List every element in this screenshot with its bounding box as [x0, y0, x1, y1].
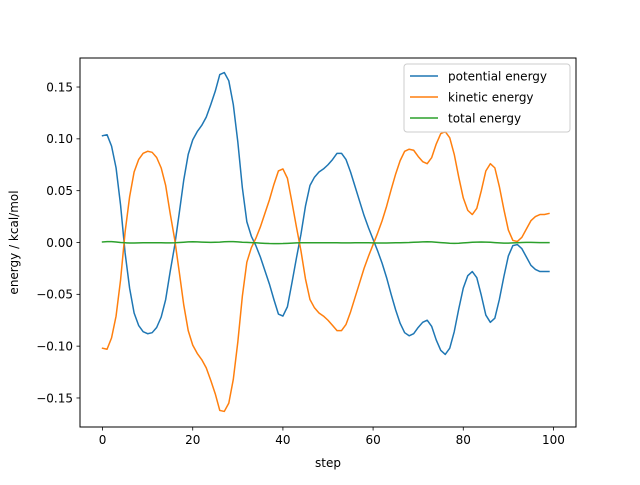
series-line-0	[101, 71, 550, 356]
x-axis-label: step	[315, 456, 341, 470]
legend-entry-0: potential energy	[448, 69, 547, 83]
y-tick-label-6: 0.15	[46, 80, 73, 94]
legend-box	[403, 63, 571, 133]
y-tick-label-0: −0.15	[36, 391, 73, 405]
x-tick-label-3: 60	[365, 433, 380, 447]
x-tick-label-4: 80	[456, 433, 471, 447]
series-line-1	[101, 130, 550, 413]
ticks-layer: 0 20 40 60 80 100 −0.15 −0.10 −0.05 0.00 0.05 0.10 0…	[36, 80, 565, 447]
y-tick-label-2: −0.05	[36, 288, 73, 302]
y-tick-label-1: −0.10	[36, 339, 73, 353]
y-tick-label-5: 0.10	[46, 132, 73, 146]
y-tick-label-3: 0.00	[46, 236, 73, 250]
legend-entry-2: total energy	[448, 111, 521, 125]
x-tick-label-5: 100	[542, 433, 565, 447]
legend: potential energy kinetic energy total ener…	[403, 63, 571, 133]
x-tick-label-2: 40	[275, 433, 290, 447]
x-tick-label-1: 20	[185, 433, 200, 447]
y-tick-label-4: 0.05	[46, 184, 73, 198]
series-line-2	[101, 240, 550, 245]
x-tick-label-0: 0	[99, 433, 107, 447]
legend-entry-1: kinetic energy	[448, 90, 534, 104]
y-axis-label: energy / kcal/mol	[7, 190, 21, 294]
series-layer	[101, 71, 550, 413]
